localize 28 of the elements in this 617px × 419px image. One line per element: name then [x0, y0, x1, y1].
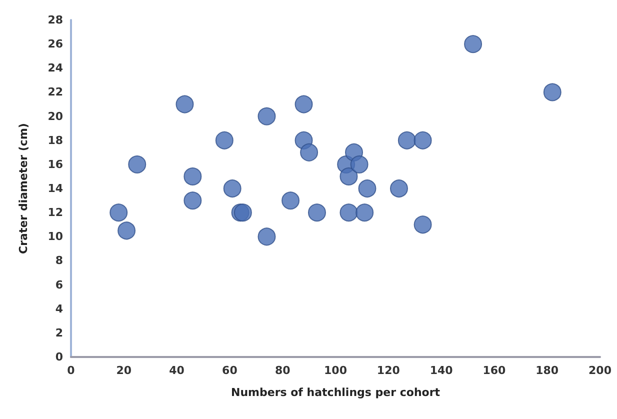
y-tick-label: 2: [55, 326, 63, 340]
y-tick-label: 10: [48, 230, 64, 244]
y-tick-label: 20: [48, 110, 64, 123]
x-axis-title: Numbers of hatchlings per cohort: [230, 386, 440, 399]
y-tick-label: 28: [48, 14, 63, 26]
y-tick-label: 12: [48, 206, 63, 220]
x-tick-label: 100: [324, 364, 348, 377]
x-tick-label: 0: [67, 364, 76, 377]
y-axis-title: Crater diameter (cm): [17, 123, 30, 254]
x-tick-label: 40: [169, 364, 185, 377]
x-tick-label: 200: [588, 364, 612, 377]
y-tick-label: 26: [48, 38, 64, 51]
y-tick-label: 14: [48, 182, 64, 195]
y-tick-label: 22: [48, 86, 63, 99]
y-tick-label: 4: [55, 302, 64, 316]
x-tick-label: 120: [376, 364, 400, 377]
x-tick-label: 180: [536, 364, 559, 377]
x-tick-label: 20: [116, 364, 132, 377]
x-tick-label: 60: [222, 364, 238, 377]
y-tick-label: 18: [48, 134, 63, 147]
x-tick-label: 140: [430, 364, 454, 377]
x-tick-label: 80: [274, 364, 291, 377]
y-tick-label: 16: [48, 158, 64, 171]
y-tick-label: 0: [55, 350, 64, 364]
y-tick-label: 8: [55, 254, 63, 268]
y-tick-label: 24: [48, 62, 64, 75]
x-tick-label: 160: [482, 364, 506, 377]
y-tick-label: 6: [55, 278, 64, 292]
